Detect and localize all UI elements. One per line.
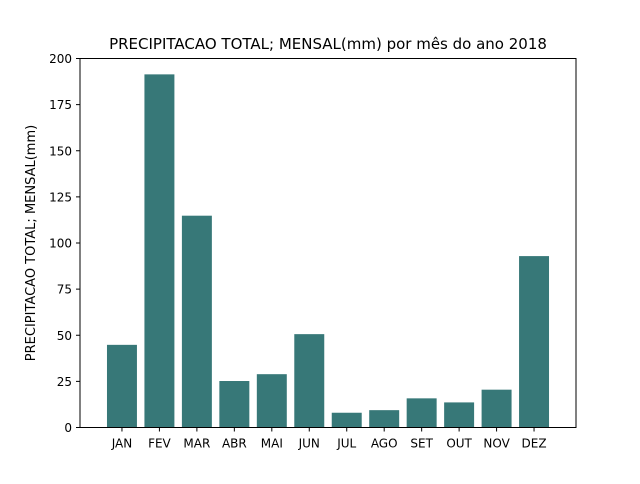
bar-abr bbox=[219, 381, 250, 428]
x-axis-ticks: JAN FEV MAR ABR MAI JUN JUL AGO SET OUT NOV DEZ bbox=[111, 427, 547, 451]
bar-jul bbox=[331, 412, 362, 428]
y-tick-label: 175 bbox=[49, 98, 72, 112]
x-tick-label: OUT bbox=[446, 437, 472, 451]
x-tick-label: MAI bbox=[261, 437, 283, 451]
bar-dez bbox=[519, 256, 550, 428]
chart-title: PRECIPITACAO TOTAL; MENSAL(mm) por mês d… bbox=[109, 35, 547, 53]
x-tick-label: DEZ bbox=[522, 437, 547, 451]
bar-fev bbox=[144, 74, 175, 428]
x-tick-label: SET bbox=[410, 437, 433, 451]
x-tick-label: MAR bbox=[183, 437, 210, 451]
x-tick-label: JUL bbox=[336, 437, 356, 451]
x-tick-label: JUN bbox=[298, 437, 320, 451]
y-tick-label: 150 bbox=[49, 144, 72, 158]
bars-group bbox=[106, 74, 550, 428]
x-tick-label: ABR bbox=[222, 437, 247, 451]
y-axis-ticks: 0 25 50 75 100 125 150 175 200 bbox=[49, 52, 80, 435]
bar-out bbox=[444, 402, 475, 428]
y-tick-label: 200 bbox=[49, 52, 72, 66]
bar-mai bbox=[256, 374, 287, 428]
x-tick-label: JAN bbox=[111, 437, 133, 451]
y-tick-label: 75 bbox=[57, 283, 72, 297]
bar-mar bbox=[181, 215, 212, 428]
x-tick-label: FEV bbox=[148, 437, 171, 451]
bar-jun bbox=[294, 334, 325, 428]
y-tick-label: 50 bbox=[57, 329, 72, 343]
bar-set bbox=[406, 398, 437, 428]
x-tick-label: NOV bbox=[483, 437, 510, 451]
y-tick-label: 100 bbox=[49, 237, 72, 251]
y-tick-label: 0 bbox=[64, 421, 72, 435]
bar-ago bbox=[369, 410, 400, 428]
bar-jan bbox=[106, 344, 137, 428]
bar-nov bbox=[481, 389, 512, 428]
y-tick-label: 25 bbox=[57, 375, 72, 389]
plot-area-frame bbox=[79, 58, 577, 428]
y-tick-label: 125 bbox=[49, 190, 72, 204]
x-tick-label: AGO bbox=[371, 437, 398, 451]
y-axis-label: PRECIPITACAO TOTAL; MENSAL(mm) bbox=[24, 125, 39, 361]
